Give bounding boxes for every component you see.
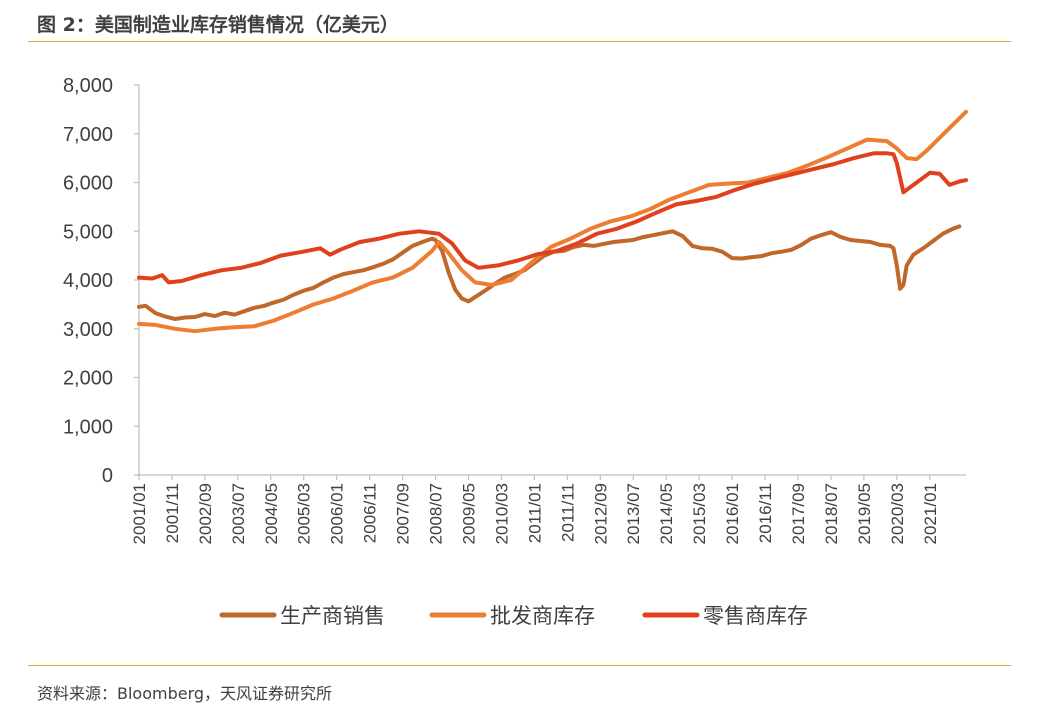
- x-tick-label: 2004/05: [262, 483, 281, 544]
- x-tick-label: 2005/03: [295, 483, 314, 544]
- y-tick-label: 3,000: [63, 319, 113, 341]
- legend-label: 批发商库存: [490, 604, 595, 628]
- y-axis: 0 1,000 2,000 3,000 4,000 5,000 6,000 7,000 8,00…: [63, 75, 140, 487]
- y-tick-label: 8,000: [63, 75, 113, 97]
- top-divider: [28, 41, 1011, 42]
- y-tick-label: 2,000: [63, 368, 113, 390]
- x-tick-label: 2014/05: [657, 483, 676, 544]
- x-tick-label: 2019/05: [855, 483, 874, 544]
- series-layer: [137, 109, 968, 334]
- x-tick-label: 2020/03: [888, 483, 907, 544]
- x-tick-label: 2015/03: [690, 483, 709, 544]
- x-tick-label: 2001/01: [130, 483, 149, 544]
- x-tick-label: 2007/09: [394, 483, 413, 544]
- x-tick-label: 2011/01: [525, 483, 544, 543]
- series-line: [137, 224, 962, 321]
- legend: 生产商销售 批发商库存 零售商库存: [219, 604, 808, 628]
- x-tick-label: 2016/11: [756, 483, 775, 543]
- x-tick-label: 2003/07: [229, 483, 248, 544]
- y-tick-label: 1,000: [63, 416, 113, 438]
- series-line: [137, 109, 968, 334]
- legend-label: 零售商库存: [703, 604, 808, 628]
- bottom-divider: [28, 665, 1011, 666]
- x-tick-label: 2011/11: [558, 483, 577, 542]
- x-tick-label: 2017/09: [789, 483, 808, 544]
- x-tick-label: 2016/01: [723, 483, 742, 544]
- x-tick-label: 2009/05: [459, 483, 478, 544]
- series-line: [137, 151, 968, 285]
- y-tick-label: 5,000: [63, 221, 113, 243]
- y-tick-label: 4,000: [63, 270, 113, 292]
- x-tick-label: 2012/09: [591, 483, 610, 544]
- x-tick-label: 2006/01: [328, 483, 347, 544]
- y-tick-label: 7,000: [63, 124, 113, 146]
- legend-label: 生产商销售: [280, 604, 385, 628]
- x-tick-label: 2008/07: [427, 483, 446, 544]
- x-tick-label: 2001/11: [163, 483, 182, 543]
- x-tick-label: 2002/09: [196, 483, 215, 544]
- x-tick-label: 2013/07: [624, 483, 643, 544]
- source-note: 资料来源：Bloomberg，天风证券研究所: [37, 684, 333, 703]
- y-tick-label: 0: [102, 465, 113, 487]
- x-tick-label: 2006/11: [361, 483, 380, 543]
- x-axis: 2001/01 2001/11 2002/09 2003/07 2004/05 2005/…: [130, 474, 966, 544]
- chart-title: 图 2：美国制造业库存销售情况（亿美元）: [37, 14, 399, 36]
- line-chart: 0 1,000 2,000 3,000 4,000 5,000 6,000 7,000 8,00…: [63, 75, 968, 628]
- y-tick-label: 6,000: [63, 173, 113, 195]
- x-tick-label: 2018/07: [822, 483, 841, 544]
- x-tick-label: 2010/03: [492, 483, 511, 544]
- x-tick-label: 2021/01: [921, 483, 940, 544]
